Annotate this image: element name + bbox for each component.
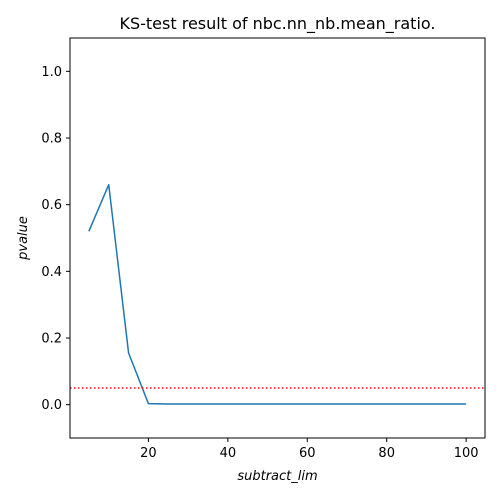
series-line-0 — [88, 183, 467, 405]
x-tick-label: 100 — [454, 446, 479, 461]
plot-area — [70, 183, 485, 405]
x-tick-label: 80 — [378, 446, 395, 461]
x-axis-ticks: 20 40 60 80 100 — [140, 438, 479, 461]
x-tick-label: 20 — [140, 446, 157, 461]
x-tick-label: 40 — [220, 446, 237, 461]
y-tick-label: 0.4 — [41, 265, 62, 280]
y-tick-label: 0.0 — [41, 398, 62, 413]
axes-frame — [69, 37, 486, 439]
y-tick-label: 0.2 — [41, 332, 62, 347]
y-tick-label: 0.6 — [41, 198, 62, 213]
y-tick-label: 0.8 — [41, 132, 62, 147]
x-axis-label: subtract_lim — [237, 469, 317, 484]
y-tick-label: 1.0 — [41, 65, 62, 80]
y-axis-label: pvalue — [16, 216, 31, 261]
y-axis-ticks: 0.0 0.2 0.4 0.6 0.8 1.0 — [41, 65, 70, 413]
chart-title: KS-test result of nbc.nn_nb.mean_ratio. — [119, 14, 435, 34]
x-tick-label: 60 — [299, 446, 316, 461]
